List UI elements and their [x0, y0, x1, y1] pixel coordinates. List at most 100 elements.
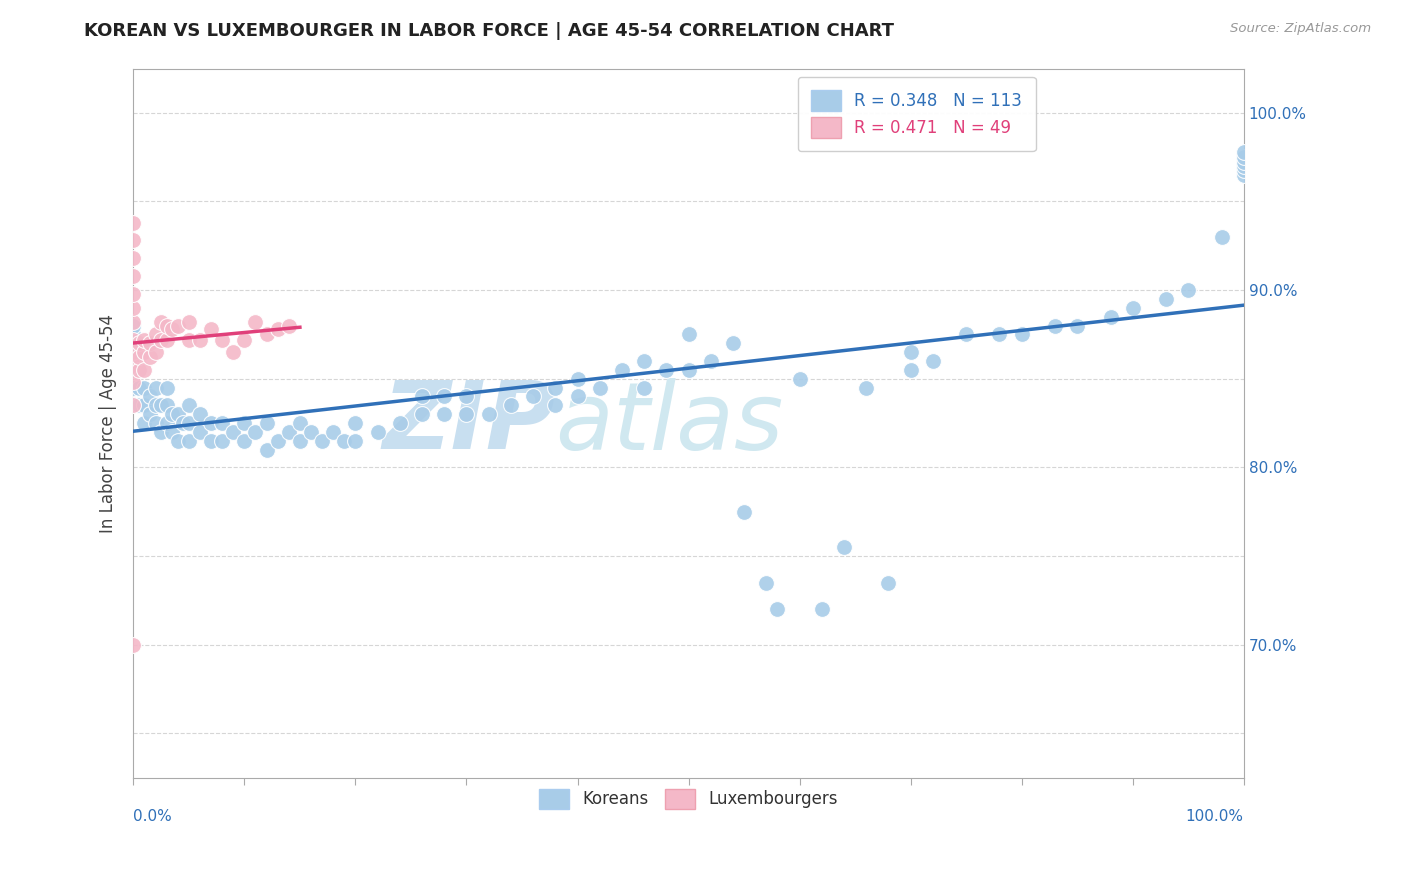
Point — [122, 333, 145, 347]
Point — [188, 333, 211, 347]
Point — [150, 398, 173, 412]
Point — [678, 363, 700, 377]
Point — [156, 381, 179, 395]
Point — [267, 434, 290, 448]
Point — [139, 336, 162, 351]
Point — [411, 389, 433, 403]
Point — [134, 363, 156, 377]
Point — [200, 416, 222, 430]
Point — [322, 425, 344, 439]
Point — [122, 376, 145, 390]
Point — [610, 363, 633, 377]
Point — [166, 318, 188, 333]
Point — [522, 389, 544, 403]
Point — [233, 416, 256, 430]
Point — [134, 381, 156, 395]
Point — [832, 540, 855, 554]
Point — [128, 363, 150, 377]
Point — [172, 416, 194, 430]
Point — [122, 301, 145, 315]
Point — [567, 389, 589, 403]
Y-axis label: In Labor Force | Age 45-54: In Labor Force | Age 45-54 — [100, 314, 117, 533]
Point — [128, 398, 150, 412]
Point — [222, 425, 245, 439]
Point — [1154, 292, 1177, 306]
Point — [122, 234, 145, 248]
Point — [256, 416, 278, 430]
Point — [1233, 155, 1256, 169]
Point — [478, 407, 501, 421]
Text: KOREAN VS LUXEMBOURGER IN LABOR FORCE | AGE 45-54 CORRELATION CHART: KOREAN VS LUXEMBOURGER IN LABOR FORCE | … — [84, 22, 894, 40]
Point — [128, 381, 150, 395]
Point — [678, 327, 700, 342]
Point — [145, 327, 167, 342]
Point — [177, 333, 200, 347]
Point — [233, 434, 256, 448]
Point — [122, 638, 145, 652]
Point — [134, 398, 156, 412]
Text: ZIP: ZIP — [382, 377, 555, 469]
Point — [156, 398, 179, 412]
Point — [245, 425, 267, 439]
Point — [160, 407, 183, 421]
Point — [122, 358, 145, 372]
Point — [222, 345, 245, 359]
Point — [122, 251, 145, 265]
Point — [633, 354, 655, 368]
Text: atlas: atlas — [555, 377, 783, 468]
Text: 0.0%: 0.0% — [134, 809, 172, 824]
Point — [733, 505, 755, 519]
Point — [1122, 301, 1144, 315]
Point — [122, 345, 145, 359]
Point — [122, 345, 145, 359]
Point — [499, 398, 522, 412]
Point — [166, 434, 188, 448]
Point — [145, 381, 167, 395]
Point — [200, 322, 222, 336]
Point — [755, 575, 778, 590]
Point — [433, 389, 456, 403]
Point — [139, 351, 162, 365]
Point — [1211, 230, 1233, 244]
Point — [145, 398, 167, 412]
Point — [233, 333, 256, 347]
Point — [211, 333, 233, 347]
Point — [288, 434, 311, 448]
Point — [139, 407, 162, 421]
Point — [456, 407, 478, 421]
Point — [1066, 318, 1088, 333]
Point — [900, 345, 922, 359]
Point — [388, 416, 411, 430]
Point — [145, 416, 167, 430]
Point — [344, 434, 367, 448]
Point — [150, 425, 173, 439]
Point — [855, 381, 877, 395]
Point — [1177, 283, 1199, 297]
Point — [122, 216, 145, 230]
Text: Source: ZipAtlas.com: Source: ZipAtlas.com — [1230, 22, 1371, 36]
Point — [1043, 318, 1066, 333]
Point — [267, 322, 290, 336]
Point — [122, 336, 145, 351]
Point — [589, 381, 612, 395]
Point — [122, 315, 145, 329]
Point — [122, 318, 145, 333]
Point — [177, 315, 200, 329]
Point — [633, 381, 655, 395]
Point — [367, 425, 389, 439]
Point — [139, 389, 162, 403]
Point — [277, 318, 299, 333]
Point — [544, 398, 567, 412]
Point — [411, 407, 433, 421]
Point — [122, 286, 145, 301]
Point — [188, 425, 211, 439]
Point — [333, 434, 356, 448]
Point — [921, 354, 943, 368]
Point — [544, 381, 567, 395]
Point — [128, 336, 150, 351]
Point — [150, 315, 173, 329]
Point — [122, 363, 145, 377]
Point — [211, 416, 233, 430]
Point — [211, 434, 233, 448]
Point — [128, 351, 150, 365]
